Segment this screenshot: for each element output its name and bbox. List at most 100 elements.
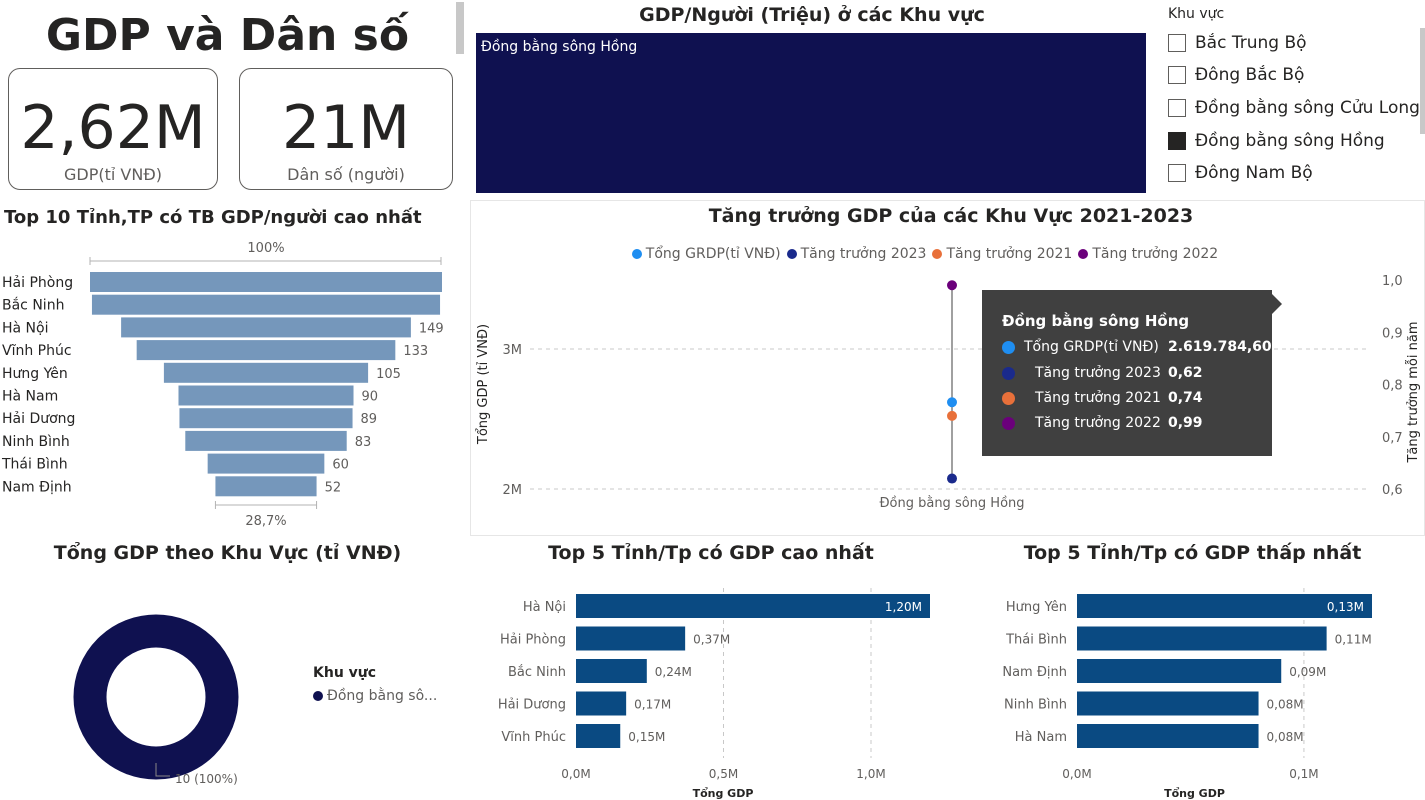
left-axis-title: Tổng GDP (tỉ VNĐ)	[476, 324, 491, 445]
donut-slice	[73, 614, 239, 780]
growth-legend-item[interactable]: Tổng GRDP(tỉ VNĐ)	[631, 246, 781, 262]
funnel-bar	[207, 453, 325, 474]
donut-chart: 10 (100%)	[73, 614, 239, 786]
slicer-checkbox[interactable]	[1168, 34, 1186, 52]
slicer-scrollbar[interactable]	[1420, 28, 1425, 134]
right-axis-title: Tăng trưởng mỗi năm	[1406, 321, 1421, 463]
slicer-item[interactable]: Đồng bằng sông Hồng	[1168, 129, 1385, 153]
bar	[1077, 659, 1282, 683]
bar-category-label: Hà Nam	[1015, 730, 1067, 745]
left-axis-tick: 2M	[503, 483, 523, 498]
donut-legend-item[interactable]: Đồng bằng sô...	[313, 688, 437, 704]
page-scrollbar[interactable]	[456, 2, 464, 54]
bar-value-label: 0,15M	[628, 730, 665, 744]
tooltip-dot	[1002, 341, 1015, 354]
bar	[1077, 724, 1259, 748]
bar-category-label: Ninh Bình	[1004, 698, 1067, 713]
x-axis-title: Tổng GDP	[1164, 787, 1225, 800]
tooltip-value: 0,99	[1168, 415, 1203, 431]
bar-value-label: 0,13M	[1327, 600, 1364, 614]
growth-legend: Tổng GRDP(tỉ VNĐ) Tăng trưởng 2023 Tăng tr…	[470, 244, 1386, 263]
bar-category-label: Bắc Ninh	[508, 665, 566, 680]
funnel-bar	[178, 385, 354, 406]
x-category-label: Đồng bằng sông Hồng	[879, 496, 1024, 511]
treemap-tile-label: Đồng bằng sông Hồng	[481, 39, 638, 55]
top5-high-title: Top 5 Tỉnh/Tp có GDP cao nhất	[548, 542, 874, 564]
population-card[interactable]: 21M Dân số (người)	[239, 68, 453, 190]
slicer-checkbox[interactable]	[1168, 66, 1186, 84]
funnel-bar	[91, 294, 441, 315]
growth-legend-label: Tăng trưởng 2021	[946, 246, 1073, 262]
bar	[576, 594, 930, 618]
growth-legend-item[interactable]: Tăng trưởng 2022	[1078, 246, 1218, 262]
funnel-value-label: 149	[419, 321, 444, 336]
slicer-checkbox[interactable]	[1168, 132, 1186, 150]
slicer-checkbox[interactable]	[1168, 164, 1186, 182]
bar-value-label: 0,08M	[1267, 730, 1304, 744]
bar-value-label: 0,11M	[1335, 633, 1372, 647]
top5-low-title: Top 5 Tỉnh/Tp có GDP thấp nhất	[1023, 542, 1362, 564]
right-axis-tick: 0,7	[1382, 431, 1403, 446]
treemap-tile[interactable]: Đồng bằng sông Hồng	[476, 33, 1146, 193]
growth-legend-item[interactable]: Tăng trưởng 2023	[786, 246, 926, 262]
funnel-chart: 100% Hải Phòng Bắc Ninh Hà Nội 149 Vĩnh Phúc 1…	[1, 241, 444, 529]
bar-category-label: Hưng Yên	[1006, 600, 1067, 615]
x-axis-tick: 1,0M	[856, 767, 885, 781]
bar	[576, 724, 621, 748]
x-axis-tick: 0,0M	[1062, 767, 1091, 781]
bar-category-label: Hà Nội	[523, 600, 566, 615]
tooltip-pointer	[1272, 294, 1282, 314]
funnel-category-label: Hưng Yên	[2, 366, 68, 382]
bar-category-label: Hải Dương	[498, 698, 566, 713]
slicer-item-label: Đông Bắc Bộ	[1195, 65, 1305, 85]
x-axis-tick: 0,5M	[709, 767, 738, 781]
donut-legend-title: Khu vực	[313, 665, 377, 681]
legend-dot	[1078, 249, 1089, 259]
right-axis-tick: 1,0	[1382, 274, 1403, 289]
bar-value-label: 0,17M	[634, 698, 671, 712]
funnel-bar	[90, 272, 442, 292]
growth-point	[947, 280, 957, 291]
tooltip-label: Tăng trưởng 2023	[1035, 365, 1161, 381]
funnel-value-label: 89	[361, 412, 378, 427]
x-axis-tick: 0,1M	[1289, 767, 1318, 781]
slicer-item-label: Đồng bằng sông Cửu Long	[1195, 98, 1420, 118]
slicer-item[interactable]: Bắc Trung Bộ	[1168, 31, 1307, 55]
funnel-bar	[136, 340, 396, 361]
tooltip-row: Tổng GRDP(tỉ VNĐ) 2.619.784,60	[1002, 338, 1272, 358]
tooltip-row: Tăng trưởng 2023 0,62	[1002, 364, 1262, 384]
tooltip-dot	[1002, 417, 1015, 430]
funnel-value-label: 83	[355, 435, 372, 450]
top5-high-chart: 0,0M 0,5M 1,0M Tổng GDP Hà Nội 1,20M Hải Phòng…	[498, 588, 930, 800]
funnel-value-label: 90	[362, 390, 379, 405]
right-axis-tick: 0,9	[1382, 326, 1403, 341]
slicer-checkbox[interactable]	[1168, 99, 1186, 117]
slicer-item[interactable]: Đông Nam Bộ	[1168, 161, 1313, 185]
growth-chart: 3M 2M 1,0 0,9 0,8 0,7 0,6 Tổng GDP (tỉ VNĐ) Tăng…	[476, 274, 1421, 511]
funnel-bottom-label: 28,7%	[245, 514, 286, 529]
funnel-value-label: 105	[376, 367, 401, 382]
funnel-value-label: 60	[332, 458, 349, 473]
bar	[1077, 691, 1259, 716]
funnel-bar	[185, 430, 347, 451]
bar-value-label: 0,24M	[655, 665, 692, 679]
bar-value-label: 1,20M	[885, 600, 922, 614]
right-axis-tick: 0,8	[1382, 379, 1403, 394]
growth-legend-item[interactable]: Tăng trưởng 2021	[932, 246, 1072, 262]
donut-legend-label: Đồng bằng sô...	[327, 688, 438, 704]
gdp-card[interactable]: 2,62M GDP(tỉ VNĐ)	[8, 68, 218, 190]
tooltip-dot	[1002, 392, 1015, 405]
funnel-value-label: 52	[325, 480, 342, 495]
slicer-item[interactable]: Đông Bắc Bộ	[1168, 63, 1304, 87]
population-card-value: 21M	[281, 93, 411, 163]
bar-category-label: Vĩnh Phúc	[501, 730, 566, 745]
bar-category-label: Thái Bình	[1005, 633, 1067, 648]
funnel-category-label: Hà Nội	[2, 320, 48, 336]
slicer-item[interactable]: Đồng bằng sông Cửu Long	[1168, 96, 1420, 120]
donut-data-label: 10 (100%)	[175, 772, 238, 786]
gdp-card-value: 2,62M	[20, 93, 206, 163]
funnel-category-label: Ninh Bình	[2, 434, 70, 450]
funnel-bar	[163, 362, 369, 383]
chart-tooltip: Đồng bằng sông Hồng Tổng GRDP(tỉ VNĐ) 2.6…	[982, 290, 1272, 456]
funnel-bar	[121, 317, 411, 338]
